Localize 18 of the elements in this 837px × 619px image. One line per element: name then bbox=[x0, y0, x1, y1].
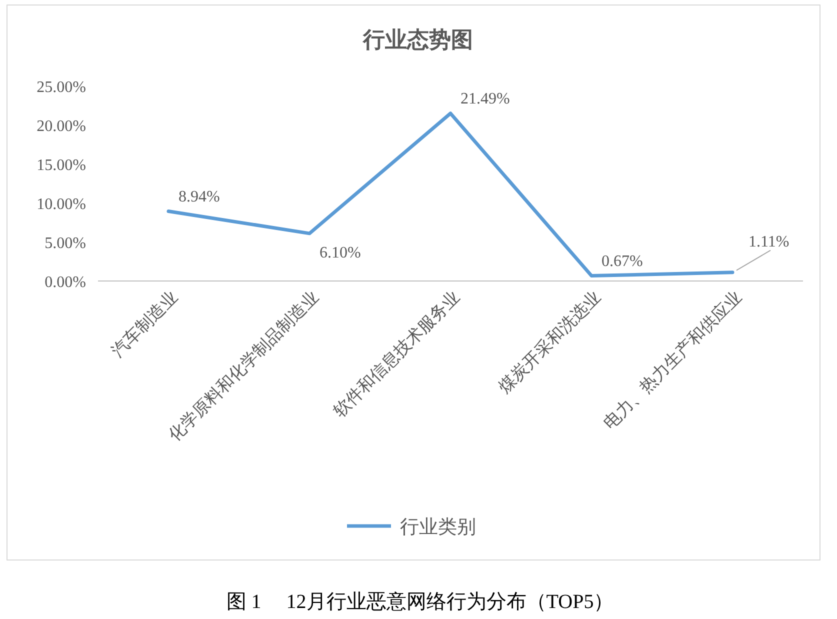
legend-label: 行业类别 bbox=[400, 517, 476, 538]
y-tick-label: 20.00% bbox=[36, 118, 86, 135]
chart-title: 行业态势图 bbox=[362, 27, 473, 52]
data-label: 21.49% bbox=[460, 90, 510, 108]
y-tick-label: 25.00% bbox=[36, 79, 86, 96]
data-label: 1.11% bbox=[748, 233, 790, 250]
y-tick-label: 15.00% bbox=[36, 157, 86, 174]
x-tick-label: 软件和信息技术服务业 bbox=[330, 287, 464, 422]
data-label: 0.67% bbox=[602, 252, 643, 270]
x-tick-label: 汽车制造业 bbox=[108, 287, 182, 361]
caption: 图 1 12月行业恶意网络行为分布（TOP5） bbox=[226, 591, 614, 613]
y-tick-label: 10.00% bbox=[36, 196, 86, 213]
data-label: 8.94% bbox=[178, 188, 220, 206]
x-tick-label: 煤炭开采和洗选业 bbox=[494, 287, 604, 397]
data-label: 6.10% bbox=[320, 244, 361, 262]
y-tick-label: 5.00% bbox=[44, 235, 86, 252]
line-series bbox=[166, 112, 734, 278]
y-tick-label: 0.00% bbox=[44, 274, 86, 291]
